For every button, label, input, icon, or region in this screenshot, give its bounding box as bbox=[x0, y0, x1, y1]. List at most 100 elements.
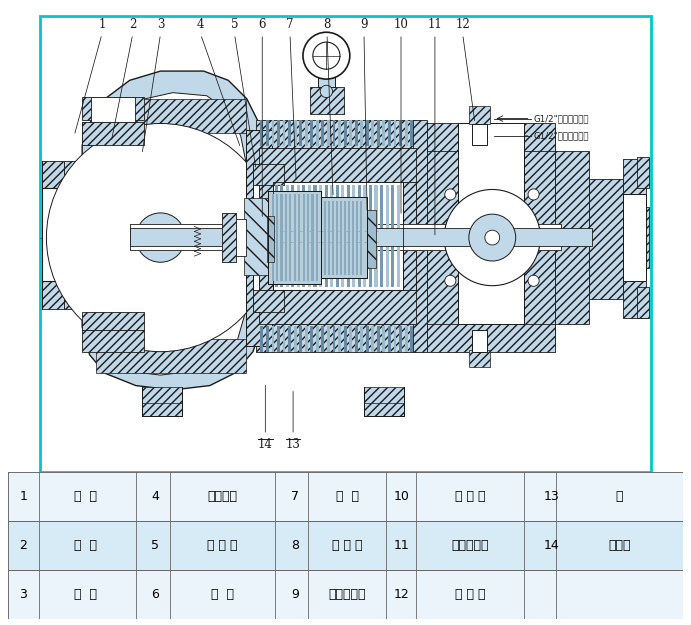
Bar bbox=[636, 287, 649, 318]
Bar bbox=[336, 185, 339, 287]
Circle shape bbox=[445, 189, 456, 200]
Circle shape bbox=[444, 189, 540, 286]
Bar bbox=[371, 326, 375, 352]
Text: 10: 10 bbox=[394, 18, 408, 31]
Circle shape bbox=[468, 214, 515, 261]
Bar bbox=[375, 185, 377, 287]
Bar bbox=[64, 281, 82, 309]
Bar bbox=[272, 194, 274, 281]
Bar bbox=[299, 121, 302, 146]
Bar bbox=[130, 224, 561, 250]
Text: 外磁锂总成: 外磁锂总成 bbox=[328, 588, 366, 601]
Bar bbox=[364, 403, 404, 416]
Bar bbox=[266, 121, 269, 146]
Bar bbox=[366, 326, 369, 352]
Bar bbox=[277, 326, 280, 352]
Bar bbox=[253, 164, 284, 185]
Bar bbox=[267, 216, 274, 262]
Bar bbox=[259, 121, 417, 148]
Circle shape bbox=[320, 85, 332, 98]
Bar bbox=[273, 182, 403, 290]
Bar bbox=[308, 185, 311, 287]
Bar bbox=[280, 185, 283, 287]
Bar bbox=[363, 185, 366, 287]
Bar bbox=[524, 129, 555, 346]
Bar bbox=[388, 121, 391, 146]
Bar bbox=[245, 129, 272, 346]
Text: 后密封环: 后密封环 bbox=[207, 490, 238, 503]
Text: 6: 6 bbox=[151, 588, 159, 601]
Bar bbox=[391, 185, 395, 287]
Bar bbox=[330, 185, 333, 287]
Bar bbox=[343, 326, 347, 352]
Bar bbox=[354, 326, 358, 352]
Bar bbox=[360, 201, 362, 274]
Bar bbox=[358, 185, 361, 287]
Text: G1/2"冷却进水接管: G1/2"冷却进水接管 bbox=[533, 131, 589, 141]
Bar bbox=[321, 121, 324, 146]
Text: 12: 12 bbox=[455, 18, 470, 31]
Bar bbox=[325, 185, 328, 287]
Bar bbox=[294, 326, 296, 352]
Bar bbox=[42, 161, 64, 188]
Bar bbox=[360, 326, 363, 352]
Bar bbox=[388, 326, 391, 352]
Bar bbox=[272, 326, 274, 352]
Bar bbox=[82, 307, 125, 330]
Bar bbox=[8, 472, 683, 521]
Bar bbox=[288, 121, 291, 146]
Circle shape bbox=[313, 42, 340, 69]
Bar bbox=[636, 158, 649, 188]
Circle shape bbox=[528, 275, 539, 286]
Bar bbox=[91, 97, 135, 122]
Bar bbox=[468, 106, 491, 124]
Bar bbox=[272, 121, 274, 146]
Bar bbox=[285, 194, 287, 281]
Bar bbox=[8, 521, 683, 569]
Text: 11: 11 bbox=[393, 539, 409, 552]
Text: 13: 13 bbox=[544, 490, 560, 503]
Bar bbox=[349, 326, 352, 352]
Bar bbox=[273, 182, 403, 290]
Text: 14: 14 bbox=[258, 438, 273, 451]
Bar bbox=[405, 121, 408, 146]
Bar bbox=[405, 326, 408, 352]
Bar bbox=[319, 185, 322, 287]
Bar bbox=[341, 185, 344, 287]
Text: 4: 4 bbox=[151, 490, 159, 503]
Text: 12: 12 bbox=[393, 588, 409, 601]
Bar bbox=[223, 213, 236, 262]
Bar bbox=[64, 161, 82, 188]
Bar bbox=[310, 326, 313, 352]
Text: 10: 10 bbox=[393, 490, 409, 503]
Text: G1/2"冷却出水接管: G1/2"冷却出水接管 bbox=[533, 114, 589, 123]
Text: 2: 2 bbox=[129, 18, 136, 31]
Bar bbox=[261, 121, 263, 146]
Bar bbox=[298, 194, 301, 281]
Bar bbox=[274, 185, 278, 287]
Bar bbox=[472, 330, 487, 352]
Bar bbox=[338, 121, 341, 146]
Bar bbox=[294, 194, 296, 281]
Bar bbox=[294, 121, 296, 146]
Bar bbox=[324, 201, 325, 274]
Bar bbox=[283, 121, 285, 146]
Bar bbox=[472, 124, 487, 145]
Bar bbox=[318, 65, 335, 86]
Bar bbox=[259, 290, 417, 324]
Bar bbox=[377, 326, 380, 352]
Bar bbox=[327, 326, 330, 352]
Bar bbox=[42, 281, 64, 309]
Bar bbox=[403, 182, 417, 290]
Bar bbox=[259, 182, 273, 290]
Bar bbox=[256, 121, 268, 352]
Circle shape bbox=[485, 230, 500, 245]
Bar bbox=[340, 201, 342, 274]
Bar bbox=[244, 198, 268, 274]
Bar bbox=[310, 121, 313, 146]
Text: 11: 11 bbox=[428, 18, 442, 31]
Circle shape bbox=[528, 189, 539, 200]
Bar bbox=[305, 326, 307, 352]
Bar bbox=[266, 326, 269, 352]
Text: 9: 9 bbox=[360, 18, 368, 31]
